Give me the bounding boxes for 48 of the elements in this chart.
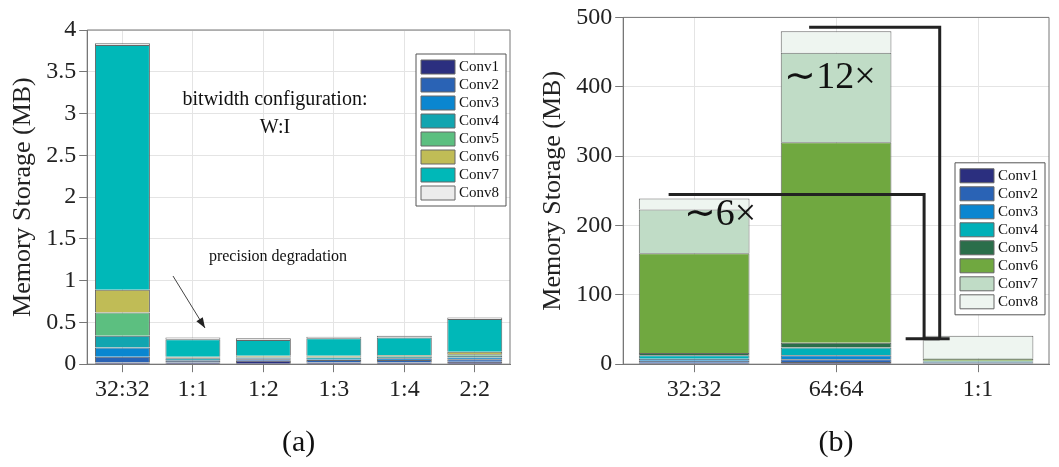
annotation: ∼12× <box>784 53 876 96</box>
legend-label: Conv6 <box>459 147 500 164</box>
y-tick-label: 2 <box>64 182 77 209</box>
y-tick-label: 300 <box>576 141 613 168</box>
x-tick-label: 64:64 <box>808 374 864 401</box>
legend-label: Conv8 <box>459 183 500 200</box>
legend-label: Conv7 <box>459 165 500 182</box>
y-tick-label: 100 <box>576 280 613 307</box>
y-tick-label: 0 <box>64 349 77 376</box>
y-tick-label: 1 <box>64 265 77 292</box>
x-tick-label: 1:4 <box>388 374 420 401</box>
x-axis-title: (a) <box>281 423 316 458</box>
legend-label: Conv8 <box>998 292 1039 309</box>
y-tick-label: 0 <box>600 349 613 376</box>
y-tick-label: 1.5 <box>46 224 77 251</box>
legend-label: Conv4 <box>998 220 1039 237</box>
y-tick-label: 4 <box>64 15 77 42</box>
x-tick-label: 1:3 <box>318 374 350 401</box>
y-tick-label: 400 <box>576 72 613 99</box>
annotation: bitwidth configuration: W:I <box>182 87 368 138</box>
y-axis-title: Memory Storage (MB) <box>7 77 37 317</box>
y-tick-label: 0.5 <box>46 307 77 334</box>
y-axis-title: Memory Storage (MB) <box>537 70 567 311</box>
legend-label: Conv2 <box>998 184 1039 201</box>
legend-label: Conv5 <box>459 129 500 146</box>
y-tick-label: 2.5 <box>46 140 77 167</box>
x-tick-label: 32:32 <box>666 374 722 401</box>
legend-label: Conv7 <box>998 274 1039 291</box>
legend-label: Conv3 <box>998 202 1039 219</box>
y-tick-label: 200 <box>576 210 613 237</box>
annotation: precision degradation <box>208 247 348 266</box>
y-tick-label: 3.5 <box>46 57 77 84</box>
legend-label: Conv2 <box>459 75 500 92</box>
y-tick-label: 3 <box>64 98 77 125</box>
x-tick-label: 1:1 <box>177 374 209 401</box>
legend-label: Conv3 <box>459 93 500 110</box>
x-axis-title: (b) <box>818 423 854 458</box>
x-tick-label: 32:32 <box>95 374 150 401</box>
legend-label: Conv5 <box>998 238 1039 255</box>
x-tick-label: 1:2 <box>248 374 279 401</box>
x-tick-label: 1:1 <box>962 374 994 401</box>
y-tick-label: 500 <box>576 2 613 29</box>
legend-label: Conv1 <box>998 166 1039 183</box>
legend-label: Conv6 <box>998 256 1039 273</box>
legend-label: Conv4 <box>459 111 500 128</box>
x-tick-label: 2:2 <box>459 374 491 401</box>
legend-label: Conv1 <box>459 57 500 74</box>
annotation: ∼6× <box>683 190 757 233</box>
